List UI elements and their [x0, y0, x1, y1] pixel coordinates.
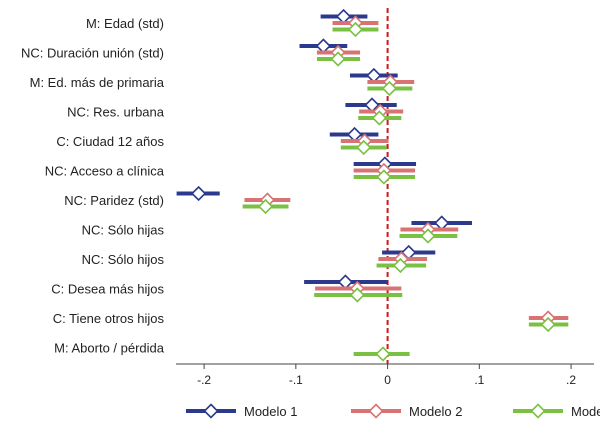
category-label: NC: Res. urbana — [67, 105, 165, 120]
category-label: C: Desea más hijos — [51, 282, 164, 297]
legend-entry: Modelo 3 — [513, 403, 600, 419]
category-label: NC: Sólo hijas — [82, 223, 165, 238]
estimate-diamond-marker — [392, 257, 409, 274]
x-tick-label: .1 — [474, 373, 484, 387]
legend-label: Modelo 2 — [409, 404, 462, 419]
estimate-diamond-marker — [349, 287, 365, 303]
category-label: NC: Sólo hijos — [82, 252, 165, 267]
estimate-diamond-marker — [356, 139, 372, 156]
category-label: M: Edad (std) — [86, 16, 164, 31]
series-3 — [242, 21, 569, 362]
legend-swatch-diamond — [203, 403, 219, 419]
estimate-diamond-marker — [190, 185, 207, 202]
legend-label: Modelo 3 — [571, 404, 600, 419]
category-label: NC: Paridez (std) — [64, 193, 164, 208]
estimate-diamond-marker — [347, 21, 364, 38]
x-tick-label: 0 — [384, 373, 391, 387]
estimate-diamond-marker — [540, 316, 556, 333]
estimate-diamond-marker — [257, 198, 274, 215]
category-label: NC: Acceso a clínica — [45, 164, 165, 179]
category-labels: M: Edad (std) NC: Duración unión (std) M: … — [21, 16, 165, 356]
estimate-diamond-marker — [420, 228, 436, 244]
estimate-diamond-marker — [381, 80, 398, 97]
x-tick-label: -.2 — [197, 373, 211, 387]
estimate-diamond-marker — [376, 169, 392, 185]
category-label: M: Aborto / pérdida — [54, 341, 165, 356]
estimate-diamond-marker — [375, 346, 391, 362]
legend-entry: Modelo 1 — [186, 403, 297, 419]
legend-label: Modelo 1 — [244, 404, 297, 419]
x-tick-label: .2 — [566, 373, 576, 387]
category-label: C: Tiene otros hijos — [53, 311, 165, 326]
estimate-diamond-marker — [371, 110, 387, 126]
category-label: M: Ed. más de primaria — [30, 75, 165, 90]
legend-entry: Modelo 2 — [351, 403, 462, 419]
x-tick-label: -.1 — [289, 373, 303, 387]
x-axis: -.2 -.1 0 .1 .2 — [176, 363, 594, 387]
category-label: NC: Duración unión (std) — [21, 46, 164, 61]
legend: Modelo 1 Modelo 2 Modelo 3 — [186, 403, 600, 419]
legend-swatch-diamond — [530, 403, 546, 419]
category-label: C: Ciudad 12 años — [56, 134, 164, 149]
series-2 — [244, 15, 569, 326]
legend-swatch-diamond — [368, 403, 384, 419]
series-layer — [176, 8, 569, 362]
estimate-diamond-marker — [330, 51, 346, 67]
